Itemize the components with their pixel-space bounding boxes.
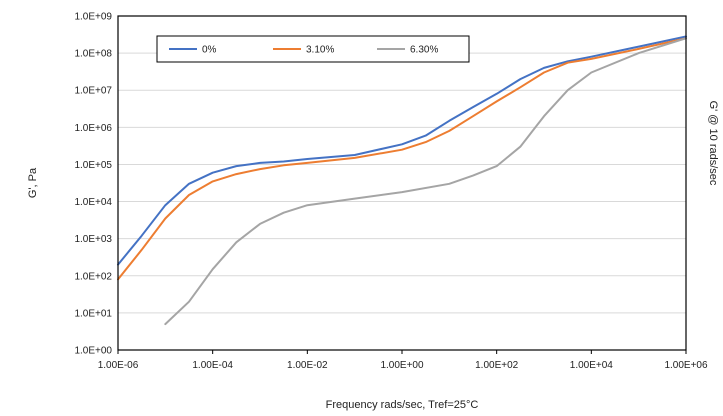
y-axis: 1.0E+00 1.0E+01 1.0E+02 1.0E+03 1.0E+04 1.0E+…	[74, 12, 112, 357]
y-tick-label: 1.0E+05	[74, 160, 112, 171]
x-tick-label: 1.00E+06	[664, 360, 708, 371]
y-tick-label: 1.0E+00	[74, 346, 112, 357]
y-tick-label: 1.0E+07	[74, 86, 112, 97]
series-line-1	[117, 35, 687, 266]
x-tick-label: 1.00E+00	[380, 360, 424, 371]
series-layer	[117, 35, 687, 326]
x-tick-label: 1.00E-04	[192, 360, 233, 371]
y-tick-label: 1.0E+06	[74, 123, 112, 134]
legend-label-1: 0%	[202, 45, 217, 56]
y-tick-label: 1.0E+04	[74, 197, 112, 208]
legend: 0% 3.10% 6.30%	[156, 35, 470, 63]
x-tick-label: 1.00E-06	[98, 360, 139, 371]
y-axis-title: G', Pa	[27, 167, 39, 198]
y-tick-label: 1.0E+01	[74, 308, 112, 319]
y-tick-label: 1.0E+03	[74, 234, 112, 245]
legend-box	[156, 35, 470, 63]
series-line-2	[117, 37, 687, 281]
legend-label-3: 6.30%	[410, 45, 438, 56]
series-line-3	[164, 37, 687, 326]
legend-label-2: 3.10%	[306, 45, 334, 56]
x-axis-title: Frequency rads/sec, Tref=25°C	[326, 399, 479, 411]
y-tick-label: 1.0E+09	[74, 12, 112, 23]
x-tick-label: 1.00E+04	[570, 360, 614, 371]
y-tick-label: 1.0E+02	[74, 271, 112, 282]
x-tick-label: 1.00E+02	[475, 360, 519, 371]
y-tick-label: 1.0E+08	[74, 49, 112, 60]
x-tick-label: 1.00E-02	[287, 360, 328, 371]
right-axis-title: G' @ 10 rads/sec	[707, 101, 719, 186]
x-axis: 1.00E-06 1.00E-04 1.00E-02 1.00E+00 1.00E+02…	[98, 350, 708, 371]
